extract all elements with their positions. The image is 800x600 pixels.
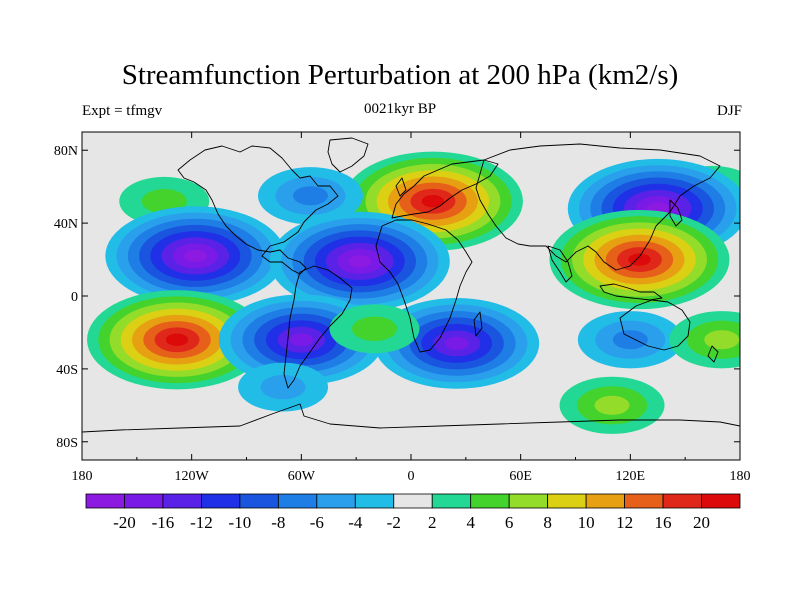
colorbar-swatch: [277, 493, 318, 509]
coast-asia: [475, 143, 721, 271]
lon-tick-label: 120W: [175, 469, 210, 484]
coast-australia: [619, 299, 691, 351]
coast-africa: [375, 219, 473, 353]
lon-tick-label: 120E: [616, 469, 646, 484]
atlantic-subtropical-negative: [269, 211, 450, 311]
colorbar-swatch: [470, 493, 510, 509]
coast-indonesia: [599, 283, 663, 301]
lat-tick-label: 80N: [54, 144, 78, 159]
atlantic-subtropical-negative-band-8: [348, 255, 372, 268]
colorbar-label: 16: [655, 513, 672, 532]
colorbar-label: -10: [229, 513, 252, 532]
antarctic-positive-band-3: [594, 395, 630, 415]
colorbar-label: 2: [428, 513, 437, 532]
eastern-pacific-subtropical-negative: [105, 206, 286, 306]
colorbar: -20 -16 -12 -10 -8 -6 -4 -2 2 4 6 8 10 12 16 20: [85, 493, 741, 532]
colorbar-label: -6: [310, 513, 324, 532]
colorbar-swatch: [316, 493, 356, 509]
colorbar-label: 8: [543, 513, 552, 532]
south-pacific-positive-band-8: [165, 333, 189, 346]
colorbar-swatch: [239, 493, 279, 509]
colorbar-label: -20: [113, 513, 136, 532]
south-africa-negative-band-7: [444, 336, 469, 350]
south-indian-negative-band-3: [612, 330, 648, 350]
colorbar-swatch: [662, 493, 702, 509]
colorbar-swatch: [162, 493, 202, 509]
lat-tick-label: 40S: [56, 363, 78, 378]
coast-japan: [669, 199, 683, 227]
lat-tick-label: 80S: [56, 436, 78, 451]
europe-positive-band-8: [421, 195, 445, 208]
colorbar-label: -16: [152, 513, 175, 532]
north-pacific-positive-band-2: [141, 189, 187, 214]
coast-madagascar: [473, 311, 483, 337]
antarctic-positive: [559, 376, 665, 434]
southeast-pacific-positive: [669, 311, 740, 369]
coast-india: [547, 245, 573, 283]
southeast-pacific-positive-band-3: [704, 330, 740, 350]
south-america-negative-band-7: [289, 333, 314, 347]
south-pacific-positive: [87, 290, 268, 390]
lat-tick-label: 40N: [54, 217, 78, 232]
colorbar-label: -12: [190, 513, 213, 532]
southern-ocean-negative: [238, 362, 329, 412]
lon-tick-label: 60E: [509, 469, 532, 484]
colorbar-swatch: [124, 493, 164, 509]
colorbar-label: -4: [348, 513, 363, 532]
north-atlantic-cyclone-band-3: [292, 186, 328, 206]
figure-subtitle: 0021kyr BP: [363, 101, 437, 117]
figure-title: Streamfunction Perturbation at 200 hPa (…: [121, 59, 679, 91]
season-label: DJF: [716, 103, 742, 119]
colorbar-label: -8: [271, 513, 285, 532]
lat-tick-label: 0: [71, 290, 78, 305]
coast-uk: [395, 177, 407, 197]
colorbar-swatch: [624, 493, 664, 509]
coast-antarctica: [82, 403, 740, 433]
atlantic-minor-positive-band-2: [351, 316, 397, 341]
lon-tick-label: 180: [730, 469, 751, 484]
lon-tick-label: 60W: [288, 469, 316, 484]
lon-tick-label: 0: [408, 469, 415, 484]
colorbar-swatch: [393, 493, 433, 509]
colorbar-swatch: [547, 493, 587, 509]
lon-tick-label: 180: [72, 469, 93, 484]
coast-greenland: [327, 137, 369, 173]
colorbar-label: 10: [578, 513, 595, 532]
colorbar-label: 4: [466, 513, 475, 532]
coast-new-zealand: [707, 345, 719, 363]
colorbar-label: 20: [693, 513, 710, 532]
colorbar-label: 12: [616, 513, 633, 532]
coast-europe: [391, 159, 499, 219]
eastern-pacific-subtropical-negative-band-8: [184, 249, 207, 263]
colorbar-swatch: [354, 493, 395, 509]
colorbar-label: -2: [387, 513, 401, 532]
colorbar-swatch: [85, 493, 125, 509]
colorbar-swatch: [585, 493, 625, 509]
experiment-label: Expt = tfmgv: [82, 103, 163, 119]
colorbar-label: 6: [505, 513, 514, 532]
colorbar-swatch: [701, 493, 741, 509]
southern-ocean-negative-band-2: [260, 374, 306, 400]
colorbar-swatch: [431, 493, 472, 509]
coastlines: [82, 137, 740, 433]
coast-south-america: [283, 265, 353, 389]
south-asia-positive: [549, 209, 730, 310]
atlantic-minor-positive: [329, 304, 420, 354]
map-axes: 80N 40N 0 40S 80S 180 120W 60W 0 60E 120E 180: [54, 132, 751, 484]
coast-north-america: [177, 145, 339, 275]
colorbar-swatch: [201, 493, 241, 509]
south-indian-negative: [577, 311, 683, 369]
streamfunction-field: [87, 151, 740, 434]
colorbar-swatch: [508, 493, 549, 509]
